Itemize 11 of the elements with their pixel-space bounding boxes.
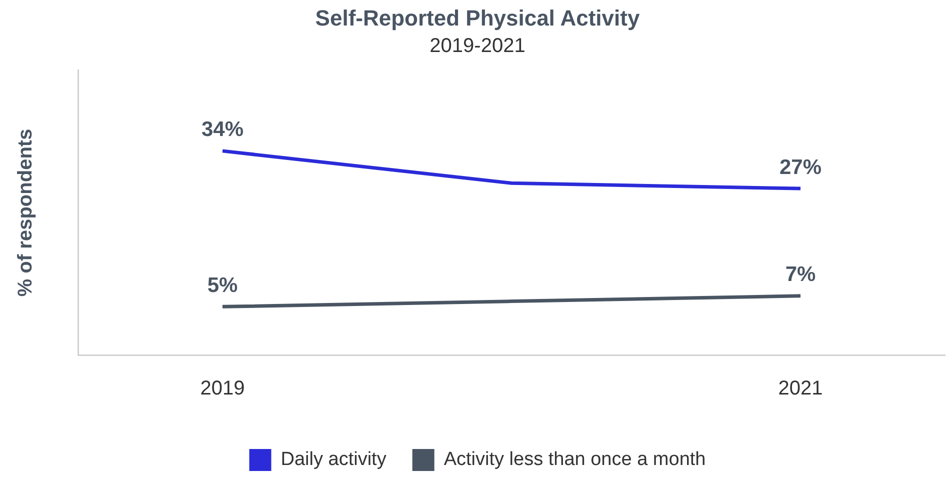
data-label: 34% [201,118,244,142]
data-label: 27% [779,156,822,179]
x-tick-label: 2019 [200,378,245,400]
data-label: 7% [785,263,816,286]
legend-label: Activity less than once a month [444,449,706,470]
y-axis-title: % of respondents [14,128,37,297]
chart-subtitle: 2019-2021 [430,34,526,57]
chart-title: Self-Reported Physical Activity [315,5,640,30]
data-label: 5% [207,274,238,297]
legend-label: Daily activity [280,449,387,470]
x-tick-label: 2021 [778,378,823,400]
